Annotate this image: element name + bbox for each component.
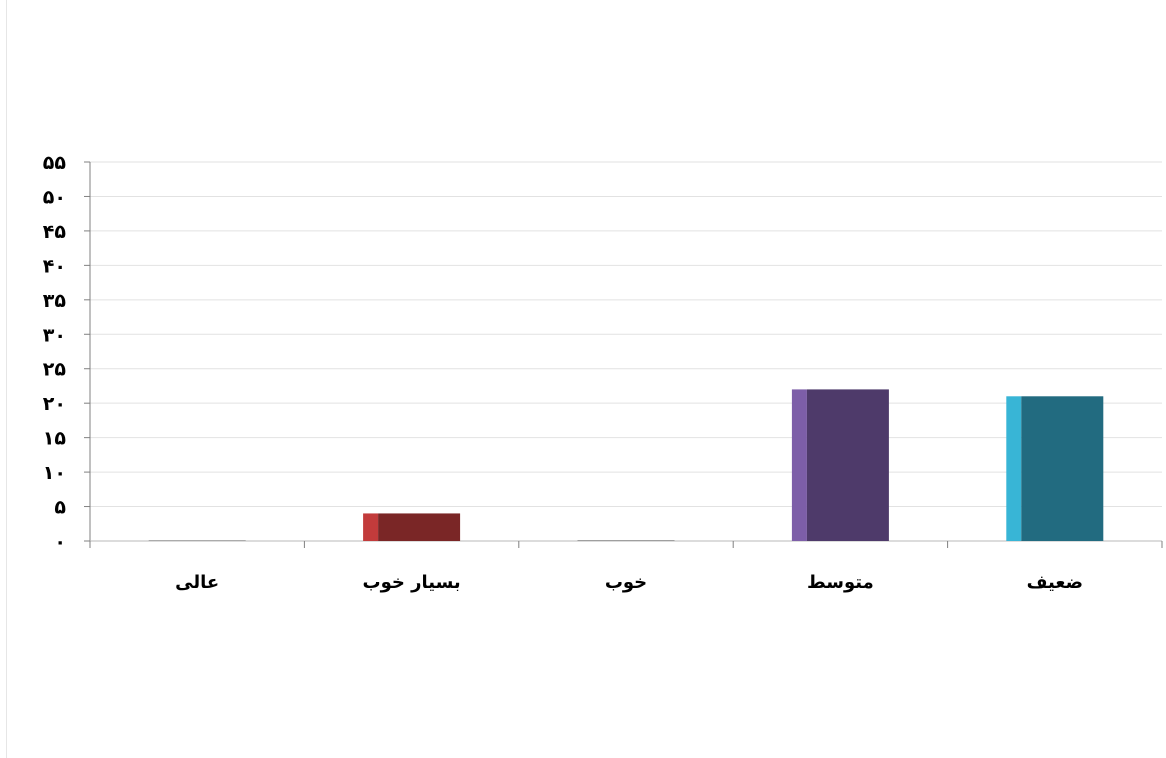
- y-tick-label: ۱۵: [43, 428, 67, 450]
- labels: ۰ ۵ ۱۰ ۱۵ ۲۰ ۲۵ ۳۰ ۳۵ ۴۰ ۴۵ ۵۰ ۵۵ عالی بسیار خوب خوب مت…: [43, 152, 1083, 593]
- y-tick-label: ۲۵: [43, 359, 67, 381]
- x-category-label: ضعیف: [1027, 572, 1083, 593]
- x-category-label: بسیار خوب: [363, 572, 461, 593]
- y-tick-label: ۵۵: [43, 152, 67, 174]
- bar: [1021, 396, 1104, 541]
- bar-side: [791, 389, 807, 541]
- y-tick-label: ۴۵: [43, 221, 67, 243]
- x-category-label: عالی: [175, 572, 219, 593]
- bar: [577, 540, 675, 541]
- bar-side: [363, 513, 379, 541]
- y-tick-label: ۳۵: [43, 290, 67, 312]
- bar: [148, 540, 246, 541]
- y-tick-label: ۳۰: [43, 324, 66, 346]
- bars: [148, 389, 1104, 541]
- x-category-label: خوب: [605, 572, 647, 593]
- y-tick-label: ۵۰: [43, 186, 66, 208]
- y-tick-label: ۲۰: [43, 393, 66, 415]
- axes: [84, 161, 1163, 548]
- bar: [806, 389, 889, 541]
- gridlines: [90, 161, 1162, 508]
- y-tick-label: ۱۰: [43, 462, 66, 484]
- bar-side: [1006, 396, 1022, 541]
- y-tick-label: ۴۰: [43, 255, 66, 277]
- x-category-label: متوسط: [807, 572, 874, 593]
- y-tick-label: ۰: [54, 531, 66, 553]
- y-tick-label: ۵: [54, 497, 66, 519]
- bar: [378, 513, 461, 541]
- chart-left-border: [6, 0, 7, 758]
